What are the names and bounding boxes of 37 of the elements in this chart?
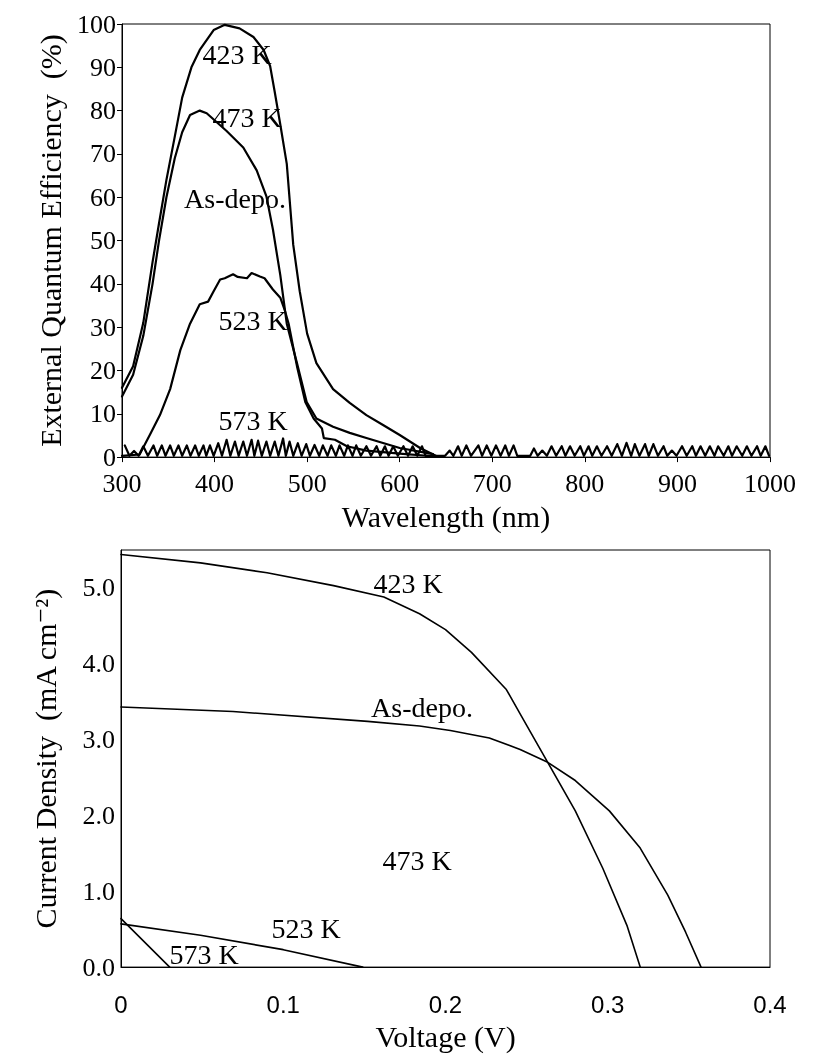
- x-tick-label: 700: [472, 468, 512, 498]
- x-tick-label: 600: [380, 468, 420, 498]
- y-tick-label: 40: [90, 269, 116, 299]
- x-tick-label: 0.3: [591, 990, 625, 1018]
- y-tick-label: 4.0: [82, 649, 115, 679]
- y-tick-label: 1.0: [82, 876, 115, 906]
- x-tick-label: 0.2: [428, 990, 463, 1018]
- y-tick-label: 90: [90, 52, 116, 82]
- x-tick-label: 400: [195, 468, 235, 498]
- annotation: 473 K: [382, 844, 452, 876]
- y-tick-label: 10: [90, 399, 116, 429]
- y-tick-label: 100: [77, 9, 116, 39]
- x-axis-title: Voltage (V): [375, 1019, 516, 1054]
- y-tick-label: 0.0: [82, 952, 115, 982]
- y-tick-label: 3.0: [82, 725, 115, 755]
- x-tick-label: 0.1: [266, 990, 300, 1018]
- y-tick-label: 70: [90, 139, 116, 169]
- x-tick-label: 1000: [744, 468, 796, 498]
- annotation: As-depo.: [371, 691, 473, 723]
- annotation: 523 K: [271, 912, 341, 944]
- x-axis-title: Wavelength (nm): [341, 499, 551, 534]
- y-tick-label: 80: [90, 96, 116, 126]
- y-tick-label: 20: [90, 355, 116, 385]
- y-tick-label: 2.0: [82, 800, 115, 830]
- annotation: 573 K: [218, 404, 288, 436]
- x-tick-label: 500: [287, 468, 327, 498]
- annotation: 573 K: [169, 938, 239, 970]
- y-tick-label: 60: [90, 182, 116, 212]
- y-axis-title: Current Density (mA cm⁻²): [28, 588, 63, 929]
- y-axis-title: External Quantum Efficiency (%): [33, 34, 68, 447]
- x-tick-label: 900: [657, 468, 697, 498]
- y-tick-label: 5.0: [82, 573, 115, 603]
- annotation: 423 K: [373, 567, 443, 599]
- y-tick-label: 50: [90, 226, 116, 256]
- x-tick-label: 0.4: [753, 990, 787, 1018]
- x-tick-label: 800: [565, 468, 605, 498]
- y-tick-label: 30: [90, 312, 116, 342]
